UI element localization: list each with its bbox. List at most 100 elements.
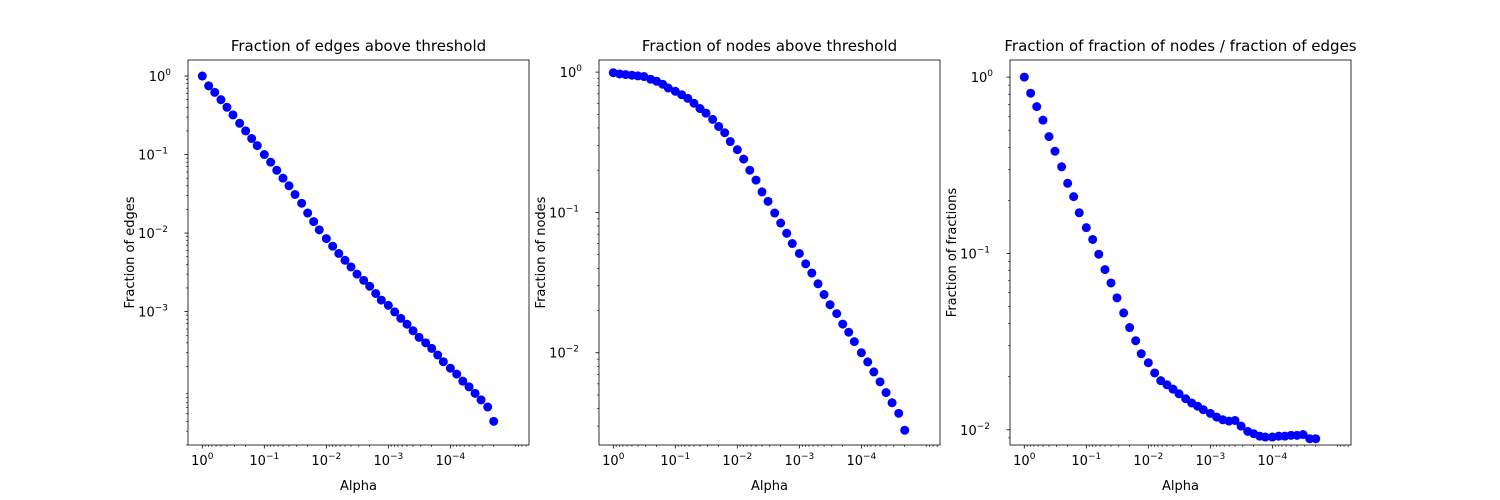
y-tick-label-base: 10 [549, 347, 566, 362]
x-tick-label: 100 [191, 452, 214, 469]
x-tick-label: 10−3 [373, 452, 403, 469]
y-tick-label-base: 10 [138, 149, 155, 164]
data-point [745, 165, 755, 175]
data-point [1125, 323, 1135, 333]
data-point [825, 300, 835, 310]
data-point [714, 121, 724, 131]
data-point [663, 83, 673, 93]
x-tick-label-base: 10 [1257, 454, 1274, 469]
x-tick-label-base: 10 [249, 454, 266, 469]
y-tick-label: 10−3 [138, 304, 168, 321]
data-point [875, 377, 885, 387]
data-point [1057, 162, 1067, 172]
data-point [371, 288, 381, 298]
data-point [819, 290, 829, 300]
data-point [894, 408, 904, 418]
x-tick-label-exponent: −1 [677, 452, 690, 462]
data-point [1298, 430, 1308, 440]
x-tick-label: 10−1 [249, 452, 279, 469]
chart-panel-3: Fraction of fraction of nodes / fraction… [945, 37, 1357, 494]
data-point [1063, 178, 1073, 188]
data-point [1112, 293, 1122, 303]
data-point [763, 196, 773, 206]
data-point [216, 95, 226, 105]
y-tick-label-exponent: 0 [165, 68, 171, 78]
x-tick-label-base: 10 [722, 454, 739, 469]
data-point [352, 269, 362, 279]
data-point [751, 175, 761, 185]
data-point [197, 71, 207, 81]
x-axis-label: Alpha [340, 479, 377, 494]
x-tick-label-exponent: −4 [452, 452, 466, 462]
data-point [1069, 192, 1079, 202]
x-tick-label-exponent: −4 [1274, 452, 1288, 462]
data-point [900, 425, 910, 435]
data-point [414, 332, 424, 342]
x-tick-label-base: 10 [1013, 454, 1030, 469]
data-series-1 [197, 71, 499, 426]
y-axis-label: Fraction of fractions [945, 188, 960, 318]
axes-frame [598, 59, 941, 446]
x-axis-label: Alpha [751, 479, 788, 494]
y-tick-label: 100 [971, 69, 994, 86]
x-tick-label: 10−4 [846, 452, 876, 469]
data-point [438, 357, 448, 367]
data-point [1088, 234, 1098, 244]
data-point [445, 363, 455, 373]
data-point [856, 348, 866, 358]
data-point [346, 262, 356, 272]
data-point [452, 369, 462, 379]
x-tick-label: 100 [1013, 452, 1036, 469]
x-tick-label-base: 10 [846, 454, 863, 469]
data-point [297, 198, 307, 208]
data-point [252, 141, 262, 151]
x-tick-label: 10−4 [1257, 452, 1287, 469]
data-point [1119, 308, 1129, 318]
data-series-1 [1019, 72, 1321, 444]
data-point [309, 217, 319, 227]
data-point [1044, 132, 1054, 142]
x-tick-label-base: 10 [1195, 454, 1212, 469]
data-point [701, 108, 711, 118]
x-tick-label-exponent: −4 [863, 452, 877, 462]
y-tick-label-base: 10 [960, 424, 977, 439]
data-point [247, 134, 257, 144]
data-point [1081, 223, 1091, 233]
data-point [849, 337, 859, 347]
y-tick-label-exponent: −2 [566, 345, 579, 355]
x-tick-label-exponent: −3 [1212, 452, 1225, 462]
y-tick-label-exponent: −2 [155, 225, 168, 235]
data-point [427, 343, 437, 353]
data-point [1236, 421, 1246, 431]
data-point [1074, 208, 1084, 218]
data-point [483, 402, 493, 412]
data-point [266, 157, 276, 167]
data-point [1094, 249, 1104, 259]
y-tick-label-exponent: −1 [977, 245, 990, 255]
x-tick-label-base: 10 [191, 454, 208, 469]
x-tick-label-base: 10 [1133, 454, 1150, 469]
x-tick-label-exponent: −1 [266, 452, 279, 462]
data-point [458, 376, 468, 386]
data-point [1032, 102, 1042, 112]
y-tick-label-exponent: −1 [566, 204, 579, 214]
y-axis-label: Fraction of edges [123, 196, 138, 308]
data-point [340, 255, 350, 265]
y-tick-label-base: 10 [960, 247, 977, 262]
x-tick-label-base: 10 [602, 454, 619, 469]
data-point [881, 388, 891, 398]
x-tick-label: 10−2 [1133, 452, 1163, 469]
y-tick-label-exponent: −2 [977, 422, 990, 432]
y-tick-label: 10−2 [549, 345, 579, 362]
data-point [1174, 389, 1184, 399]
x-tick-label-base: 10 [784, 454, 801, 469]
data-point [359, 275, 369, 285]
data-point [228, 110, 238, 120]
data-point [272, 165, 282, 175]
data-point [794, 248, 804, 258]
axes-frame [187, 59, 530, 446]
data-point [776, 218, 786, 228]
data-point [869, 367, 879, 377]
